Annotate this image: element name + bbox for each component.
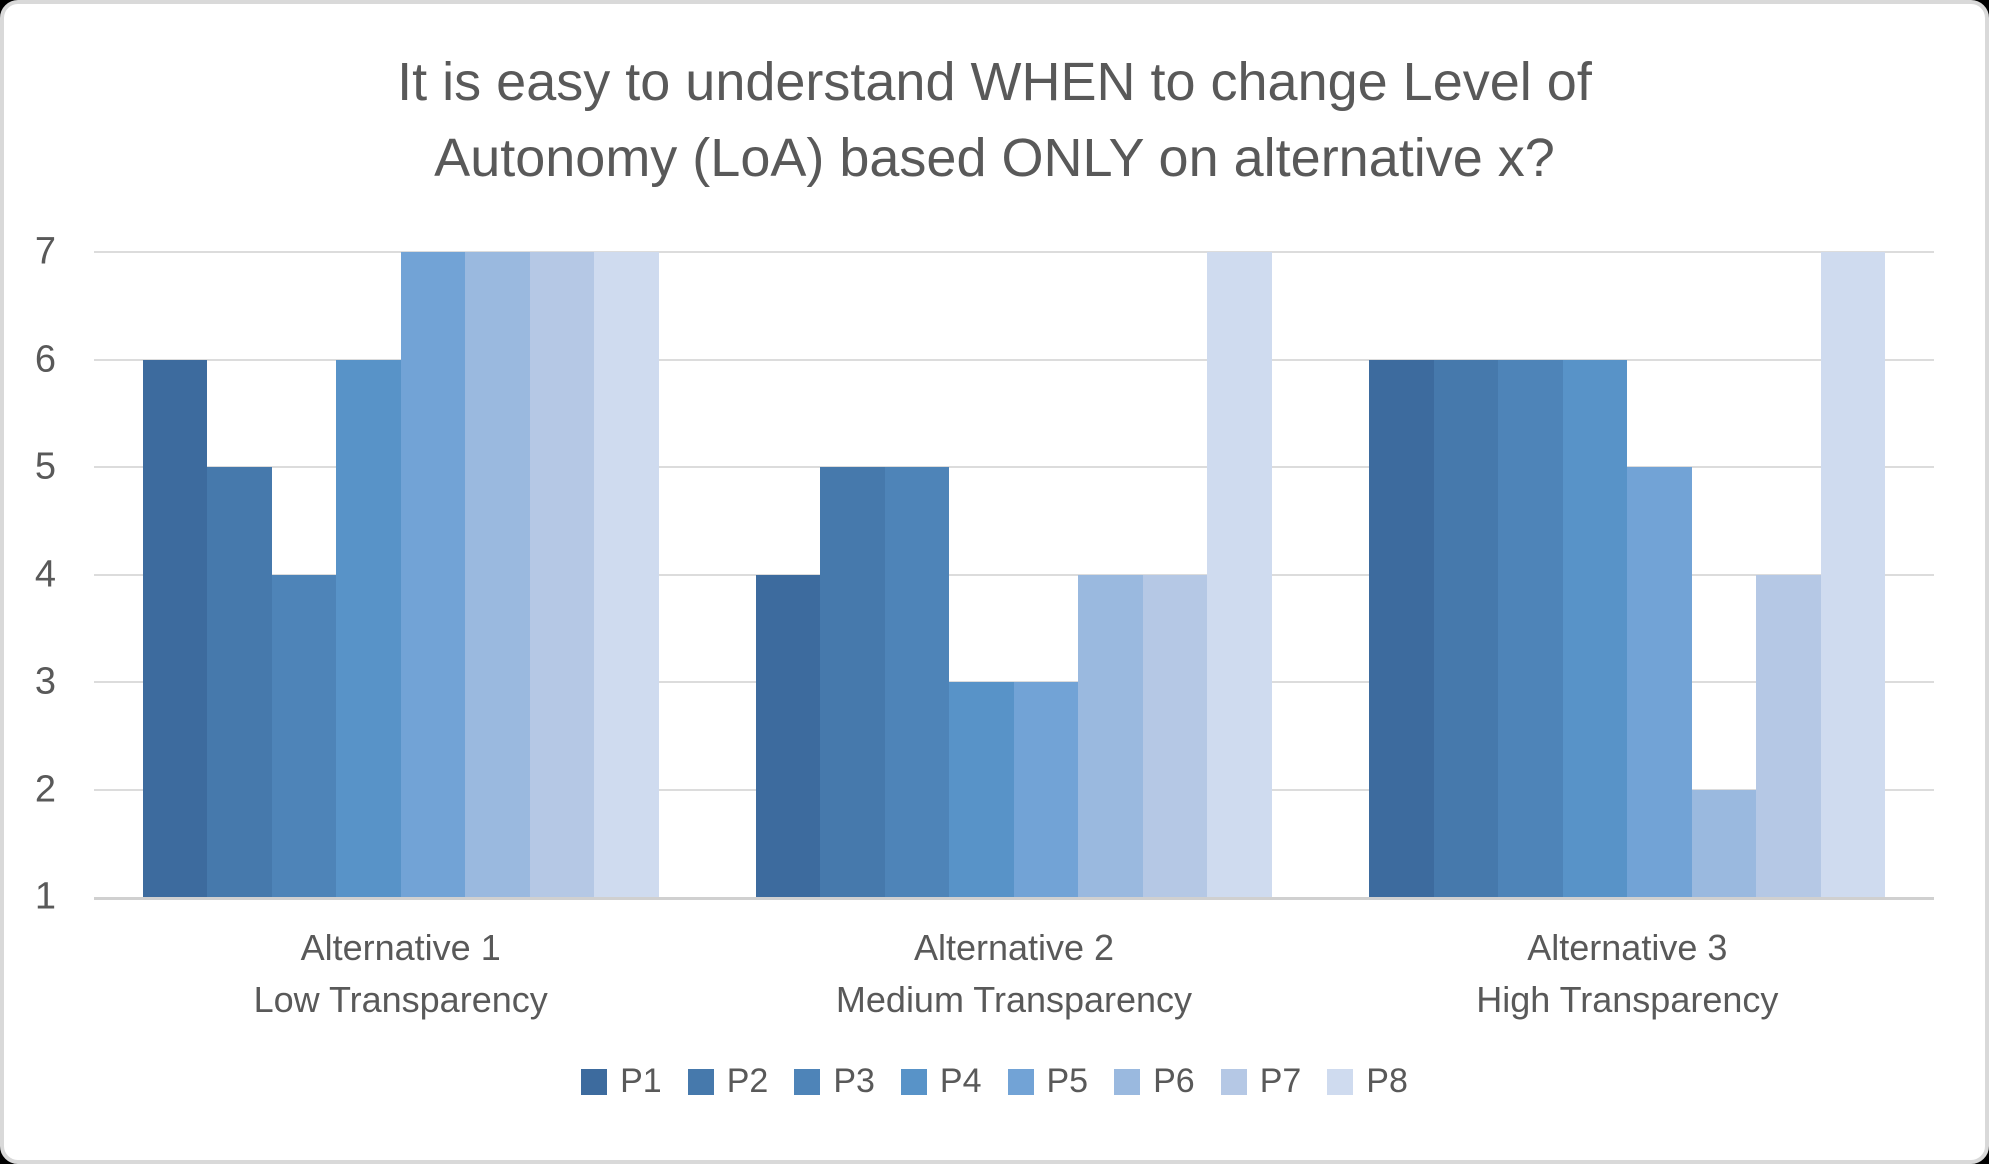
gridline-6 [94, 358, 1934, 361]
legend-swatch-P7 [1220, 1068, 1247, 1095]
bar-group-2 [707, 252, 1320, 897]
bar-P8-category-2 [1207, 252, 1272, 897]
legend-swatch-P6 [1114, 1068, 1141, 1095]
plot-area [94, 251, 1934, 900]
bar-P7-category-2 [1142, 574, 1208, 897]
bar-groups [94, 252, 1934, 897]
y-tick-label-1: 1 [34, 875, 56, 918]
chart-title-line1: It is easy to understand WHEN to change … [397, 52, 1592, 112]
chart-title-line2: Autonomy (LoA) based ONLY on alternative… [434, 128, 1555, 188]
legend-label-P3: P3 [833, 1062, 875, 1100]
legend-swatch-P2 [687, 1068, 714, 1095]
legend-swatch-P1 [581, 1068, 608, 1095]
legend-swatch-P4 [900, 1068, 927, 1095]
y-tick-label-7: 7 [34, 230, 56, 273]
legend-label-P5: P5 [1046, 1062, 1089, 1100]
legend-item-P1: P1 [581, 1062, 662, 1101]
bar-P5-category-2 [1013, 682, 1079, 897]
legend-label-P1: P1 [620, 1062, 662, 1100]
legend-item-P2: P2 [687, 1062, 769, 1101]
gridline-4 [94, 573, 1934, 576]
category-label-1: Alternative 1 Low Transparency [94, 922, 707, 1026]
bar-P1-category-1 [142, 359, 208, 897]
y-tick-label-6: 6 [34, 338, 56, 380]
legend-label-P4: P4 [939, 1062, 982, 1100]
bar-group-3 [1321, 252, 1934, 897]
y-tick-label-4: 4 [34, 553, 56, 595]
bar-P6-category-1 [465, 252, 530, 897]
bar-P2-category-3 [1433, 359, 1499, 897]
y-tick-label-3: 3 [34, 660, 56, 703]
legend-label-P2: P2 [726, 1062, 769, 1100]
legend-item-P3: P3 [794, 1062, 875, 1101]
bar-P1-category-3 [1369, 359, 1434, 897]
bar-P4-category-1 [336, 359, 401, 897]
bar-P3-category-2 [884, 467, 950, 897]
legend-swatch-P5 [1007, 1068, 1034, 1095]
bar-P6-category-3 [1691, 789, 1757, 897]
bar-group-1 [94, 252, 707, 897]
bar-P3-category-3 [1498, 359, 1563, 897]
category-label-line1: Alternative 1 [300, 927, 501, 968]
bar-P5-category-3 [1627, 467, 1692, 897]
bar-P6-category-2 [1078, 574, 1143, 897]
category-label-line2: Medium Transparency [835, 979, 1193, 1020]
category-label-line2: High Transparency [1476, 979, 1779, 1020]
y-tick-label-5: 5 [34, 445, 56, 488]
bar-P1-category-2 [755, 574, 821, 897]
gridline-7 [94, 251, 1934, 253]
category-label-line1: Alternative 3 [1527, 927, 1728, 968]
bar-P3-category-1 [271, 574, 337, 897]
category-label-line2: Low Transparency [253, 979, 548, 1020]
bar-P7-category-3 [1756, 574, 1821, 897]
legend-label-P8: P8 [1366, 1062, 1408, 1100]
y-axis: 1 2 3 4 5 6 7 [4, 231, 60, 918]
legend-label-P6: P6 [1153, 1062, 1195, 1100]
legend-item-P8: P8 [1327, 1062, 1408, 1101]
bar-P4-category-2 [949, 682, 1014, 897]
chart-title: It is easy to understand WHEN to change … [4, 44, 1985, 196]
category-label-line1: Alternative 2 [913, 927, 1115, 968]
y-tick-label-2: 2 [34, 768, 56, 810]
category-label-3: Alternative 3 High Transparency [1321, 922, 1934, 1026]
legend-swatch-P3 [794, 1068, 821, 1095]
legend-item-P7: P7 [1220, 1062, 1302, 1101]
bar-P8-category-1 [594, 252, 659, 897]
x-axis-labels: Alternative 1 Low Transparency Alternative… [94, 922, 1934, 1026]
legend-item-P4: P4 [900, 1062, 982, 1101]
category-label-2: Alternative 2 Medium Transparency [707, 922, 1320, 1026]
legend-swatch-P8 [1327, 1068, 1354, 1095]
bar-P2-category-2 [820, 467, 885, 897]
bar-P4-category-3 [1562, 359, 1628, 897]
bar-P7-category-1 [529, 252, 595, 897]
legend-item-P5: P5 [1007, 1062, 1089, 1101]
legend: P1 P2 P3 P4 P5 P6 P7 P8 [4, 1062, 1985, 1101]
legend-label-P7: P7 [1259, 1062, 1302, 1100]
bar-P5-category-1 [400, 252, 466, 897]
bar-P8-category-3 [1820, 252, 1886, 897]
gridline-5 [94, 466, 1934, 468]
bar-P2-category-1 [207, 467, 272, 897]
legend-item-P6: P6 [1114, 1062, 1195, 1101]
